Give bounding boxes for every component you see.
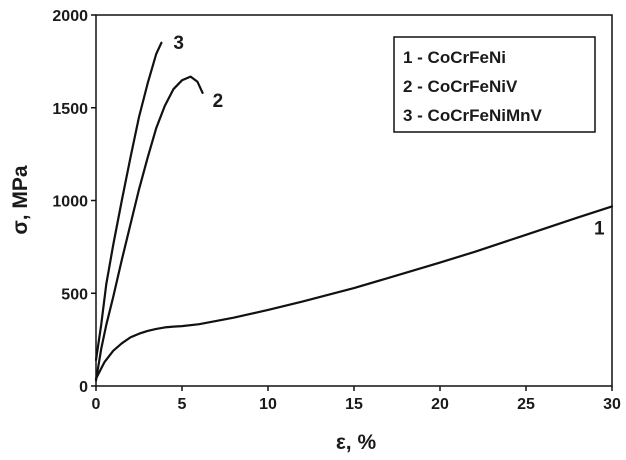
curve-label-1: 1 bbox=[594, 218, 605, 239]
x-tick-label: 20 bbox=[431, 396, 449, 413]
series-line-3 bbox=[94, 41, 163, 362]
legend-entry-2: 2 - CoCrFeNiV bbox=[403, 77, 518, 96]
y-tick-label: 1500 bbox=[52, 101, 88, 118]
x-tick-label: 5 bbox=[178, 396, 187, 413]
x-axis-ticks: 0 5 10 15 20 25 30 bbox=[92, 386, 621, 413]
x-tick-label: 30 bbox=[603, 396, 621, 413]
y-axis-ticks: 0 500 1000 1500 2000 bbox=[52, 8, 96, 396]
y-tick-label: 1000 bbox=[52, 194, 88, 211]
series-line-1 bbox=[94, 205, 614, 380]
y-tick-label: 500 bbox=[61, 286, 88, 303]
x-tick-label: 10 bbox=[259, 396, 277, 413]
legend-entry-1: 1 - CoCrFeNi bbox=[403, 48, 506, 67]
curve-label-2: 2 bbox=[213, 91, 224, 112]
y-tick-label: 2000 bbox=[52, 8, 88, 25]
y-tick-label: 0 bbox=[79, 379, 88, 396]
legend-box bbox=[393, 36, 596, 133]
curve-labels: 1 2 3 bbox=[173, 33, 605, 240]
x-tick-label: 0 bbox=[92, 396, 101, 413]
x-tick-label: 25 bbox=[517, 396, 535, 413]
x-tick-label: 15 bbox=[345, 396, 363, 413]
series-line-2 bbox=[94, 75, 204, 382]
series-layer bbox=[94, 41, 614, 382]
curve-label-3: 3 bbox=[173, 33, 184, 54]
legend-entry-3: 3 - CoCrFeNiMnV bbox=[403, 106, 543, 125]
legend: 1 - CoCrFeNi 2 - CoCrFeNiV 3 - CoCrFeNiM… bbox=[393, 36, 596, 133]
y-axis-label: σ, MPa bbox=[9, 165, 32, 235]
x-axis-label: ε, % bbox=[336, 431, 377, 454]
